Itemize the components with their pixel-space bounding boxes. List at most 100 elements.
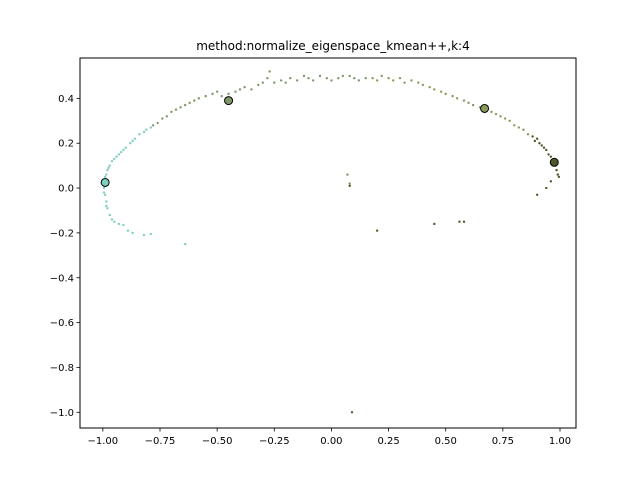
x-tick-label: 0.50	[435, 436, 457, 447]
data-point	[149, 232, 153, 236]
data-point	[444, 92, 447, 96]
y-tick-label: −0.6	[50, 318, 74, 329]
data-point	[302, 74, 306, 78]
data-point	[279, 79, 283, 82]
data-point	[494, 112, 498, 116]
data-point	[403, 81, 406, 84]
chart-title: method:normalize_eigenspace_kmean++,k:4	[196, 39, 470, 53]
data-point	[348, 74, 351, 78]
data-point	[538, 142, 541, 145]
data-point	[142, 130, 146, 134]
data-point	[391, 79, 395, 82]
data-point	[119, 150, 123, 154]
data-point	[545, 148, 548, 152]
data-point	[106, 168, 109, 172]
data-point	[375, 79, 379, 82]
cluster-center-marker	[224, 96, 234, 106]
data-point	[531, 135, 534, 138]
data-point	[188, 101, 191, 105]
data-point	[117, 222, 121, 226]
data-point	[257, 83, 260, 87]
data-point	[227, 92, 230, 96]
data-point	[535, 137, 539, 140]
data-point	[311, 79, 315, 82]
data-point	[115, 155, 118, 158]
data-point	[462, 99, 466, 102]
data-point	[471, 103, 475, 107]
data-point	[105, 204, 108, 208]
data-point	[433, 222, 436, 226]
x-tick-label: −0.50	[202, 436, 233, 447]
data-point	[547, 153, 550, 156]
data-point	[353, 76, 356, 80]
data-point	[107, 166, 110, 170]
data-point	[133, 137, 137, 140]
data-point	[307, 76, 310, 80]
data-point	[455, 97, 459, 100]
data-point	[108, 213, 111, 217]
data-point	[417, 81, 420, 84]
data-point	[110, 159, 114, 163]
x-tick-label: 1.00	[549, 436, 571, 447]
data-point	[458, 220, 461, 223]
data-point	[513, 124, 516, 127]
data-point	[284, 81, 287, 84]
x-tick-label: −0.25	[259, 436, 290, 447]
data-point	[234, 90, 237, 93]
data-point	[499, 115, 502, 118]
data-point	[325, 76, 329, 80]
y-axis: 0.4 0.2 0.0 −0.2 −0.4 −0.6 −0.8 −1.0	[50, 94, 80, 419]
data-point	[346, 173, 349, 176]
data-point	[156, 121, 159, 125]
data-point	[211, 92, 214, 96]
data-point	[215, 90, 219, 93]
data-point	[295, 79, 299, 82]
y-tick-label: 0.2	[58, 139, 74, 150]
y-tick-label: −0.2	[50, 228, 74, 239]
cluster-center-marker	[480, 103, 490, 113]
plot-frame	[79, 57, 577, 429]
data-point	[439, 90, 443, 93]
data-point	[102, 186, 106, 190]
data-point	[348, 182, 351, 185]
data-point	[103, 175, 107, 179]
y-tick-label: −1.0	[50, 408, 74, 419]
data-point	[462, 220, 466, 223]
data-point	[330, 79, 333, 82]
data-point	[410, 79, 413, 82]
data-point	[165, 115, 169, 118]
data-point	[266, 76, 269, 80]
data-point	[375, 229, 379, 232]
data-point	[533, 139, 537, 143]
data-point	[197, 97, 201, 100]
data-point	[535, 193, 539, 196]
data-point	[517, 126, 521, 129]
y-tick-label: 0.4	[58, 94, 74, 105]
data-point	[273, 81, 276, 84]
data-point	[103, 193, 107, 196]
data-point	[350, 411, 354, 414]
y-tick-label: −0.8	[50, 363, 74, 374]
data-point	[250, 88, 253, 91]
data-point	[268, 70, 271, 73]
data-point	[110, 218, 114, 221]
data-point	[117, 153, 121, 156]
data-point	[193, 99, 196, 102]
x-tick-label: −0.75	[145, 436, 176, 447]
data-point	[131, 231, 134, 235]
data-point	[357, 79, 361, 82]
data-point	[522, 128, 525, 131]
data-point	[371, 76, 374, 80]
data-point	[428, 85, 431, 89]
data-point	[341, 74, 345, 78]
data-point	[549, 180, 553, 183]
data-point	[337, 76, 340, 80]
points-layer	[102, 70, 561, 414]
data-point	[131, 139, 134, 143]
x-tick-label: 0.00	[320, 436, 342, 447]
data-point	[433, 88, 436, 91]
x-tick-label: 0.75	[492, 436, 514, 447]
data-point	[348, 184, 351, 188]
data-point	[161, 117, 164, 120]
